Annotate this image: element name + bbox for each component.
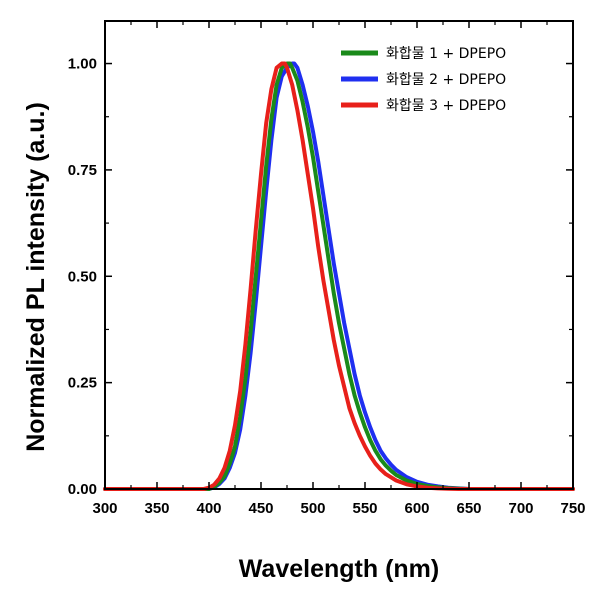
y-tick-label: 1.00	[68, 56, 97, 73]
x-tick-label: 400	[196, 500, 221, 517]
pl-spectrum-chart: 300 350 400 450 500 550 600 650 700 750 0.00 0.25 0.…	[0, 0, 606, 598]
axes: 300 350 400 450 500 550 600 650 700 750 0.00 0.25 0.…	[68, 21, 586, 517]
x-tick-label: 350	[144, 500, 169, 517]
x-tick-label: 600	[404, 500, 429, 517]
x-tick-label: 450	[248, 500, 273, 517]
x-tick-label: 650	[456, 500, 481, 517]
x-tick-label: 300	[92, 500, 117, 517]
x-axis-title: Wavelength (nm)	[239, 555, 439, 583]
y-tick-label: 0.25	[68, 375, 97, 392]
series-line-2	[105, 64, 573, 490]
series-line-1	[105, 64, 573, 490]
series-curves	[105, 64, 573, 490]
x-tick-label: 550	[352, 500, 377, 517]
x-tick-label: 500	[300, 500, 325, 517]
legend: 화합물 1 + DPEPO 화합물 2 + DPEPO 화합물 3 + DPEPO	[341, 46, 506, 114]
y-tick-label: 0.50	[68, 268, 97, 285]
legend-label-1: 화합물 1 + DPEPO	[386, 46, 506, 62]
y-tick-label: 0.00	[68, 481, 97, 498]
y-axis-title: Normalized PL intensity (a.u.)	[22, 102, 50, 452]
x-tick-label: 750	[560, 500, 585, 517]
series-line-3	[105, 64, 573, 490]
plot-frame	[105, 21, 573, 489]
legend-label-3: 화합물 3 + DPEPO	[386, 98, 506, 114]
x-tick-label: 700	[508, 500, 533, 517]
y-tick-label: 0.75	[68, 162, 97, 179]
legend-label-2: 화합물 2 + DPEPO	[386, 72, 506, 88]
